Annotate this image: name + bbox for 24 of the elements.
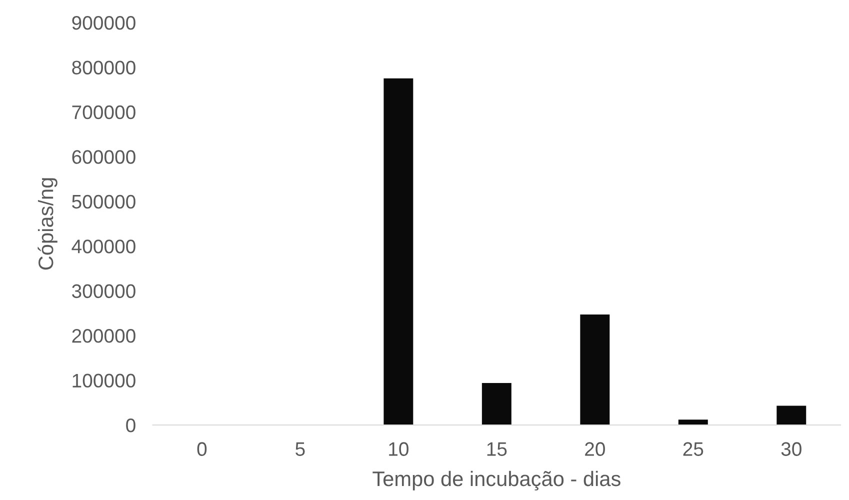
x-tick-label: 25 — [683, 442, 704, 456]
y-axis-title: Cópias/ng — [38, 178, 58, 270]
x-tick-label: 20 — [585, 442, 605, 456]
y-tick-label: 200000 — [72, 329, 136, 343]
bar — [776, 406, 806, 425]
x-tick-label: 5 — [296, 442, 305, 456]
bar — [580, 314, 610, 425]
x-tick-label: 10 — [389, 442, 408, 456]
y-tick-label: 400000 — [72, 240, 136, 254]
y-tick-label: 100000 — [72, 374, 136, 388]
y-tick-label: 300000 — [72, 284, 136, 298]
y-tick-label: 0 — [126, 418, 136, 432]
x-axis-title: Tempo de incubação - dias — [372, 470, 620, 490]
y-tick-label: 800000 — [72, 60, 136, 74]
y-tick-label: 500000 — [72, 194, 136, 209]
bar — [678, 420, 708, 425]
bar — [482, 382, 512, 425]
y-tick-label: 900000 — [72, 16, 136, 30]
x-tick-label: 30 — [781, 442, 802, 456]
x-tick-label: 15 — [487, 442, 507, 456]
x-tick-label: 0 — [197, 442, 207, 456]
bar — [384, 78, 414, 425]
y-tick-label: 600000 — [72, 150, 136, 164]
y-tick-label: 700000 — [72, 105, 136, 120]
